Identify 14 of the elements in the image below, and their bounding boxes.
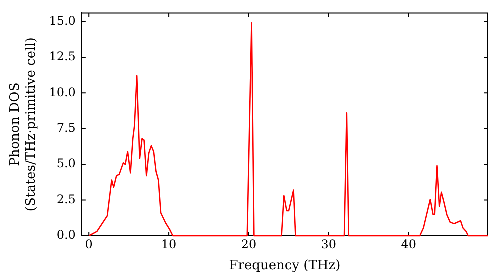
y-axis-title: Phonon DOS (States/THz·primitive cell) bbox=[8, 38, 39, 212]
x-tick-label: 0 bbox=[85, 237, 93, 252]
y-tick-label: 5.0 bbox=[56, 156, 76, 171]
x-tick-label: 10 bbox=[161, 237, 177, 252]
x-tick-label: 40 bbox=[401, 237, 417, 252]
x-tick-label: 20 bbox=[241, 237, 257, 252]
y-tick-label: 10.0 bbox=[49, 85, 76, 100]
y-tick-label: 2.5 bbox=[56, 192, 76, 206]
y-tick-label: 0.0 bbox=[56, 228, 76, 242]
x-tick-label: 30 bbox=[321, 237, 337, 252]
x-axis-title: Frequency (THz) bbox=[229, 258, 341, 274]
y-tick-label: 15.0 bbox=[49, 14, 76, 28]
y-tick-label: 12.5 bbox=[49, 50, 76, 64]
y-tick-label: 7.5 bbox=[56, 121, 76, 136]
